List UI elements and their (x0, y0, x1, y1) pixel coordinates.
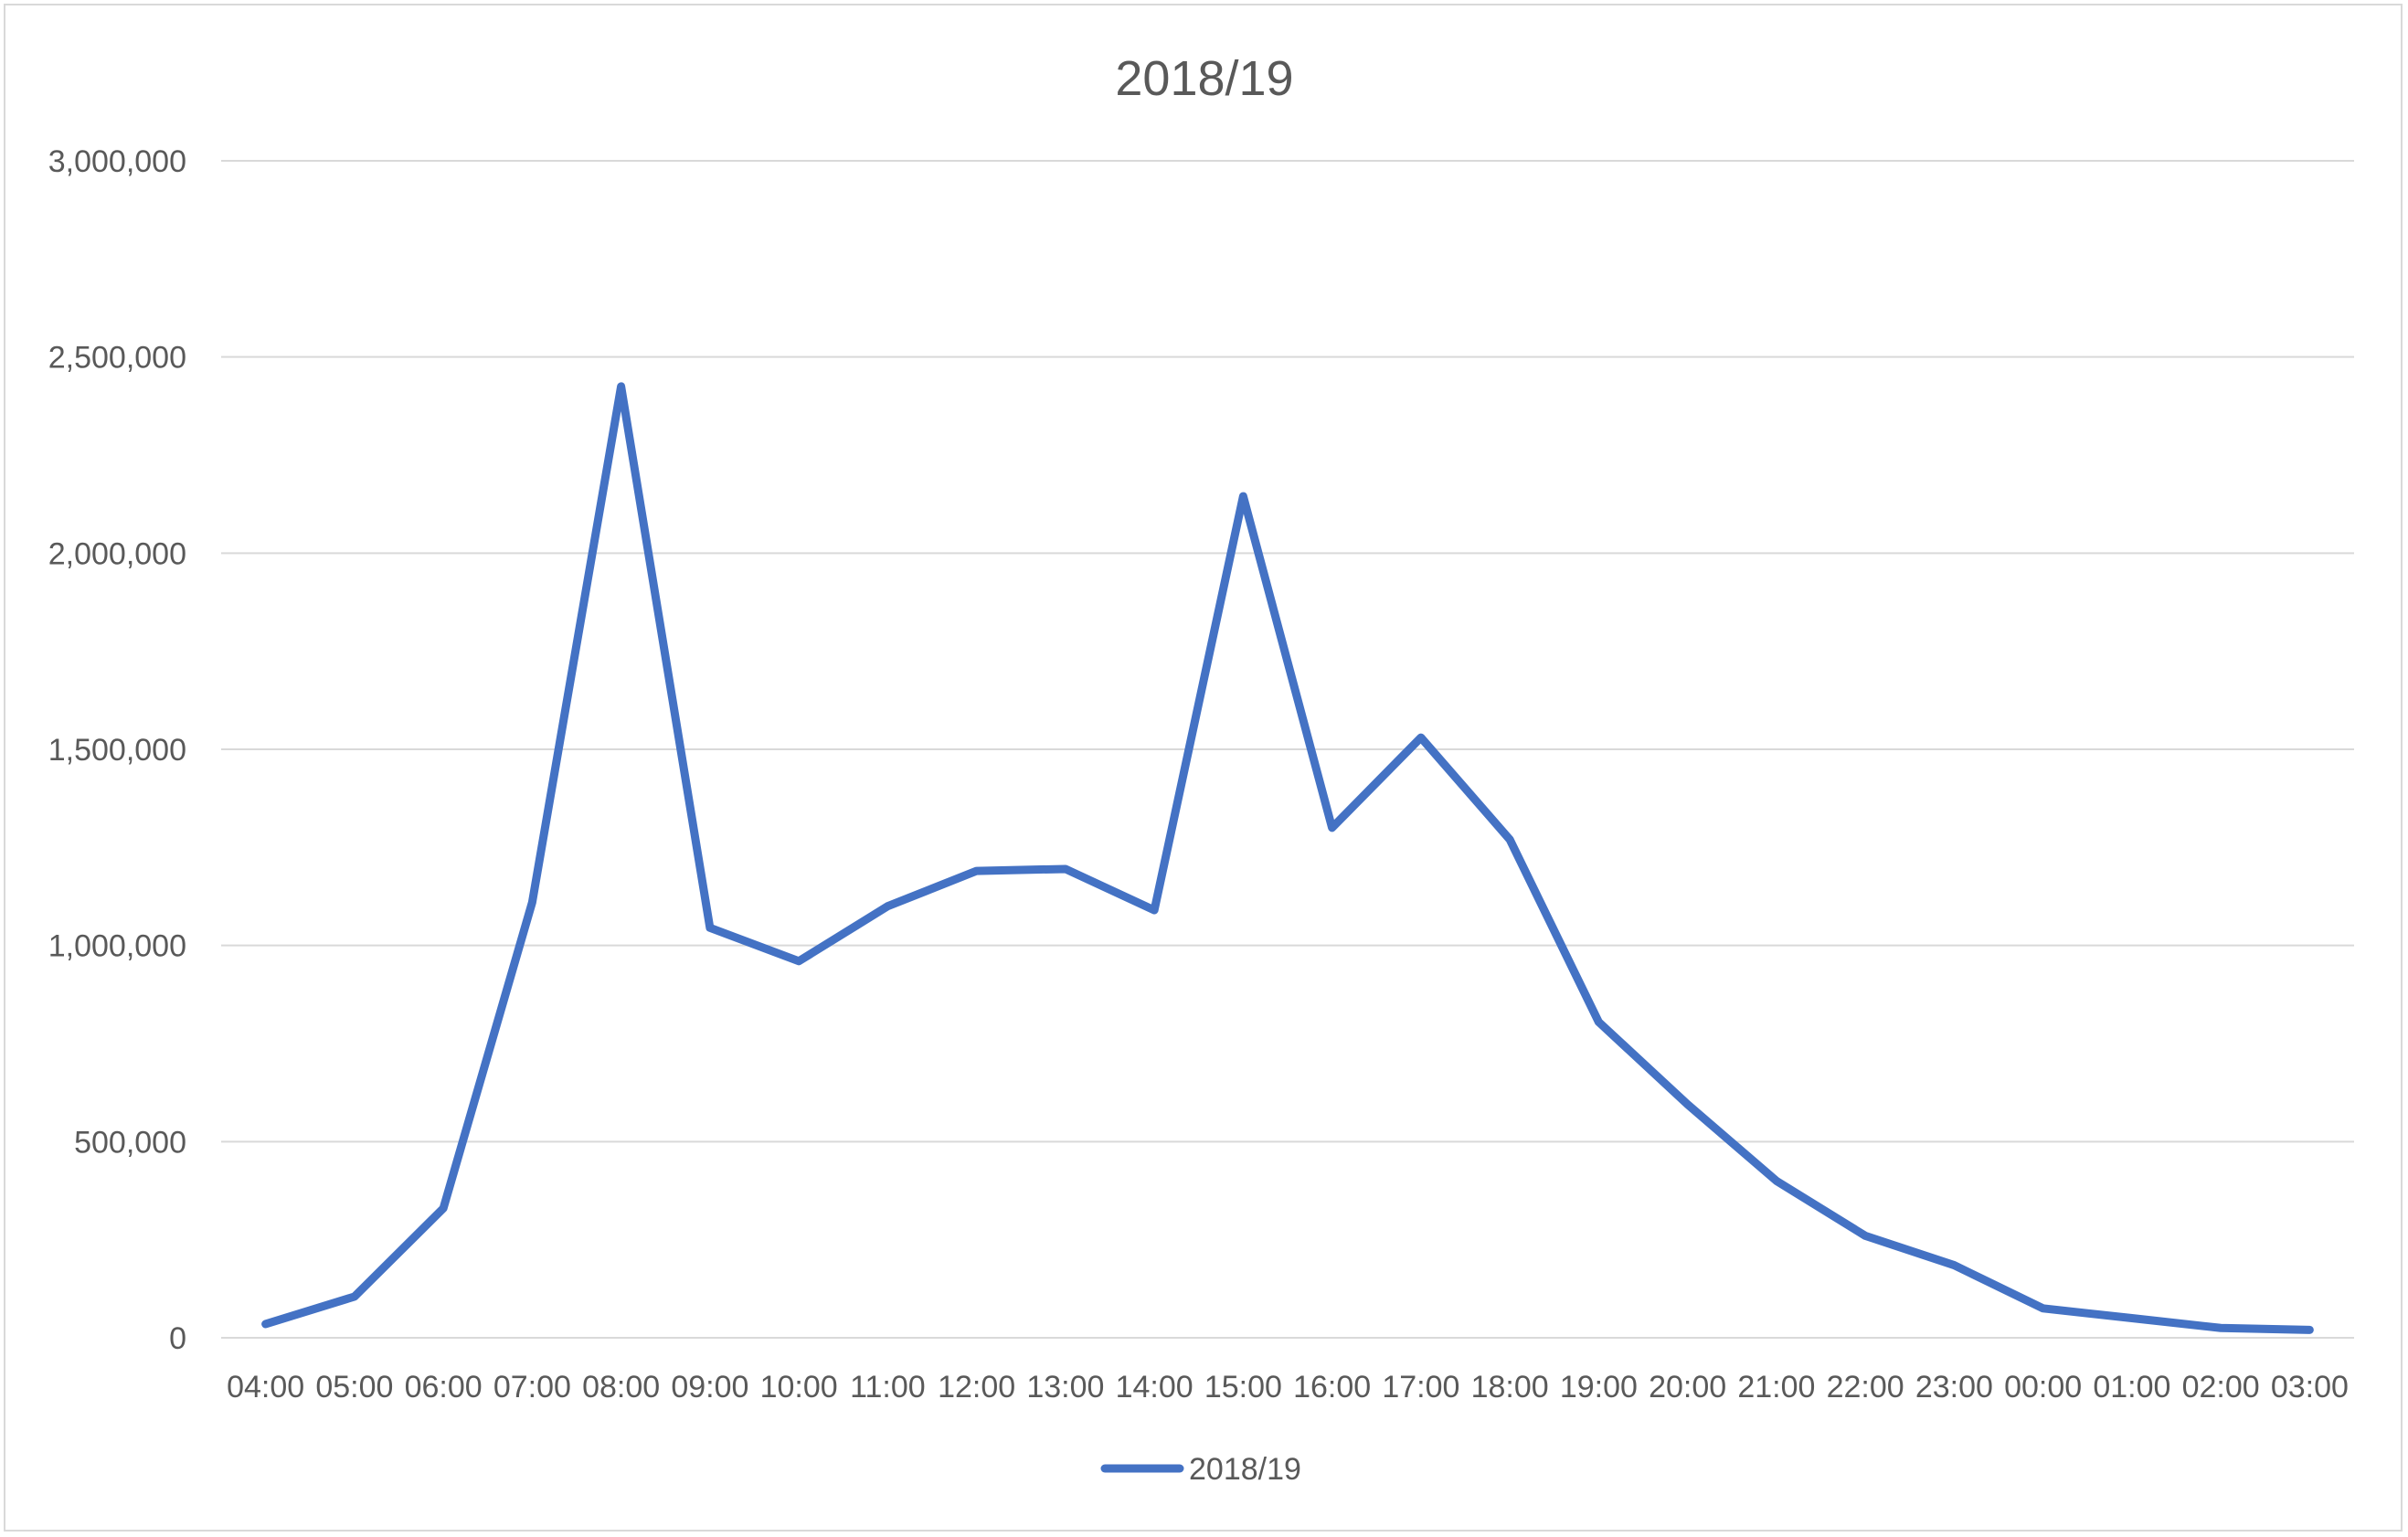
y-tick-label: 1,000,000 (48, 929, 186, 964)
x-tick-label: 08:00 (582, 1370, 660, 1404)
y-tick-label: 1,500,000 (48, 733, 186, 768)
x-tick-label: 07:00 (493, 1370, 571, 1404)
y-tick-label: 0 (169, 1321, 186, 1356)
x-tick-label: 20:00 (1649, 1370, 1726, 1404)
gridlines (221, 160, 2354, 1339)
x-tick-label: 21:00 (1737, 1370, 1815, 1404)
x-tick-label: 22:00 (1827, 1370, 1904, 1404)
y-tick-label: 3,000,000 (48, 144, 186, 179)
legend-label-2018-19: 2018/19 (1189, 1452, 1301, 1487)
x-tick-label: 23:00 (1915, 1370, 1993, 1404)
series-line-0 (261, 382, 2314, 1334)
x-axis-tick-labels: 04:00 05:00 06:00 07:00 08:00 09:00 10:00 11:00… (227, 1370, 2349, 1404)
x-tick-label: 14:00 (1116, 1370, 1193, 1404)
chart-title: 2018/19 (1115, 51, 1293, 106)
x-tick-label: 04:00 (227, 1370, 304, 1404)
x-tick-label: 12:00 (938, 1370, 1015, 1404)
x-tick-label: 11:00 (850, 1370, 926, 1404)
x-tick-label: 13:00 (1026, 1370, 1104, 1404)
y-axis-tick-labels: 0 500,000 1,000,000 1,500,000 2,000,000 2,500… (48, 144, 186, 1356)
x-tick-label: 00:00 (2004, 1370, 2082, 1404)
x-tick-label: 01:00 (2093, 1370, 2170, 1404)
line-chart: 2018/19 0 500,000 1,000,000 1,500,000 2,000,… (48, 51, 2354, 1487)
x-tick-label: 19:00 (1560, 1370, 1638, 1404)
y-tick-label: 500,000 (74, 1125, 186, 1160)
series-layer (261, 382, 2314, 1334)
x-tick-label: 16:00 (1293, 1370, 1371, 1404)
y-tick-label: 2,000,000 (48, 536, 186, 571)
x-tick-label: 18:00 (1471, 1370, 1549, 1404)
x-tick-label: 02:00 (2182, 1370, 2260, 1404)
x-tick-label: 17:00 (1382, 1370, 1459, 1404)
x-tick-label: 06:00 (405, 1370, 483, 1404)
x-tick-label: 03:00 (2271, 1370, 2349, 1404)
x-tick-label: 05:00 (315, 1370, 393, 1404)
x-tick-label: 10:00 (760, 1370, 838, 1404)
chart-frame: 2018/19 0 500,000 1,000,000 1,500,000 2,000,… (4, 4, 2403, 1532)
y-tick-label: 2,500,000 (48, 341, 186, 376)
x-tick-label: 09:00 (671, 1370, 748, 1404)
legend: 2018/19 (1100, 1452, 1301, 1487)
x-tick-label: 15:00 (1204, 1370, 1282, 1404)
